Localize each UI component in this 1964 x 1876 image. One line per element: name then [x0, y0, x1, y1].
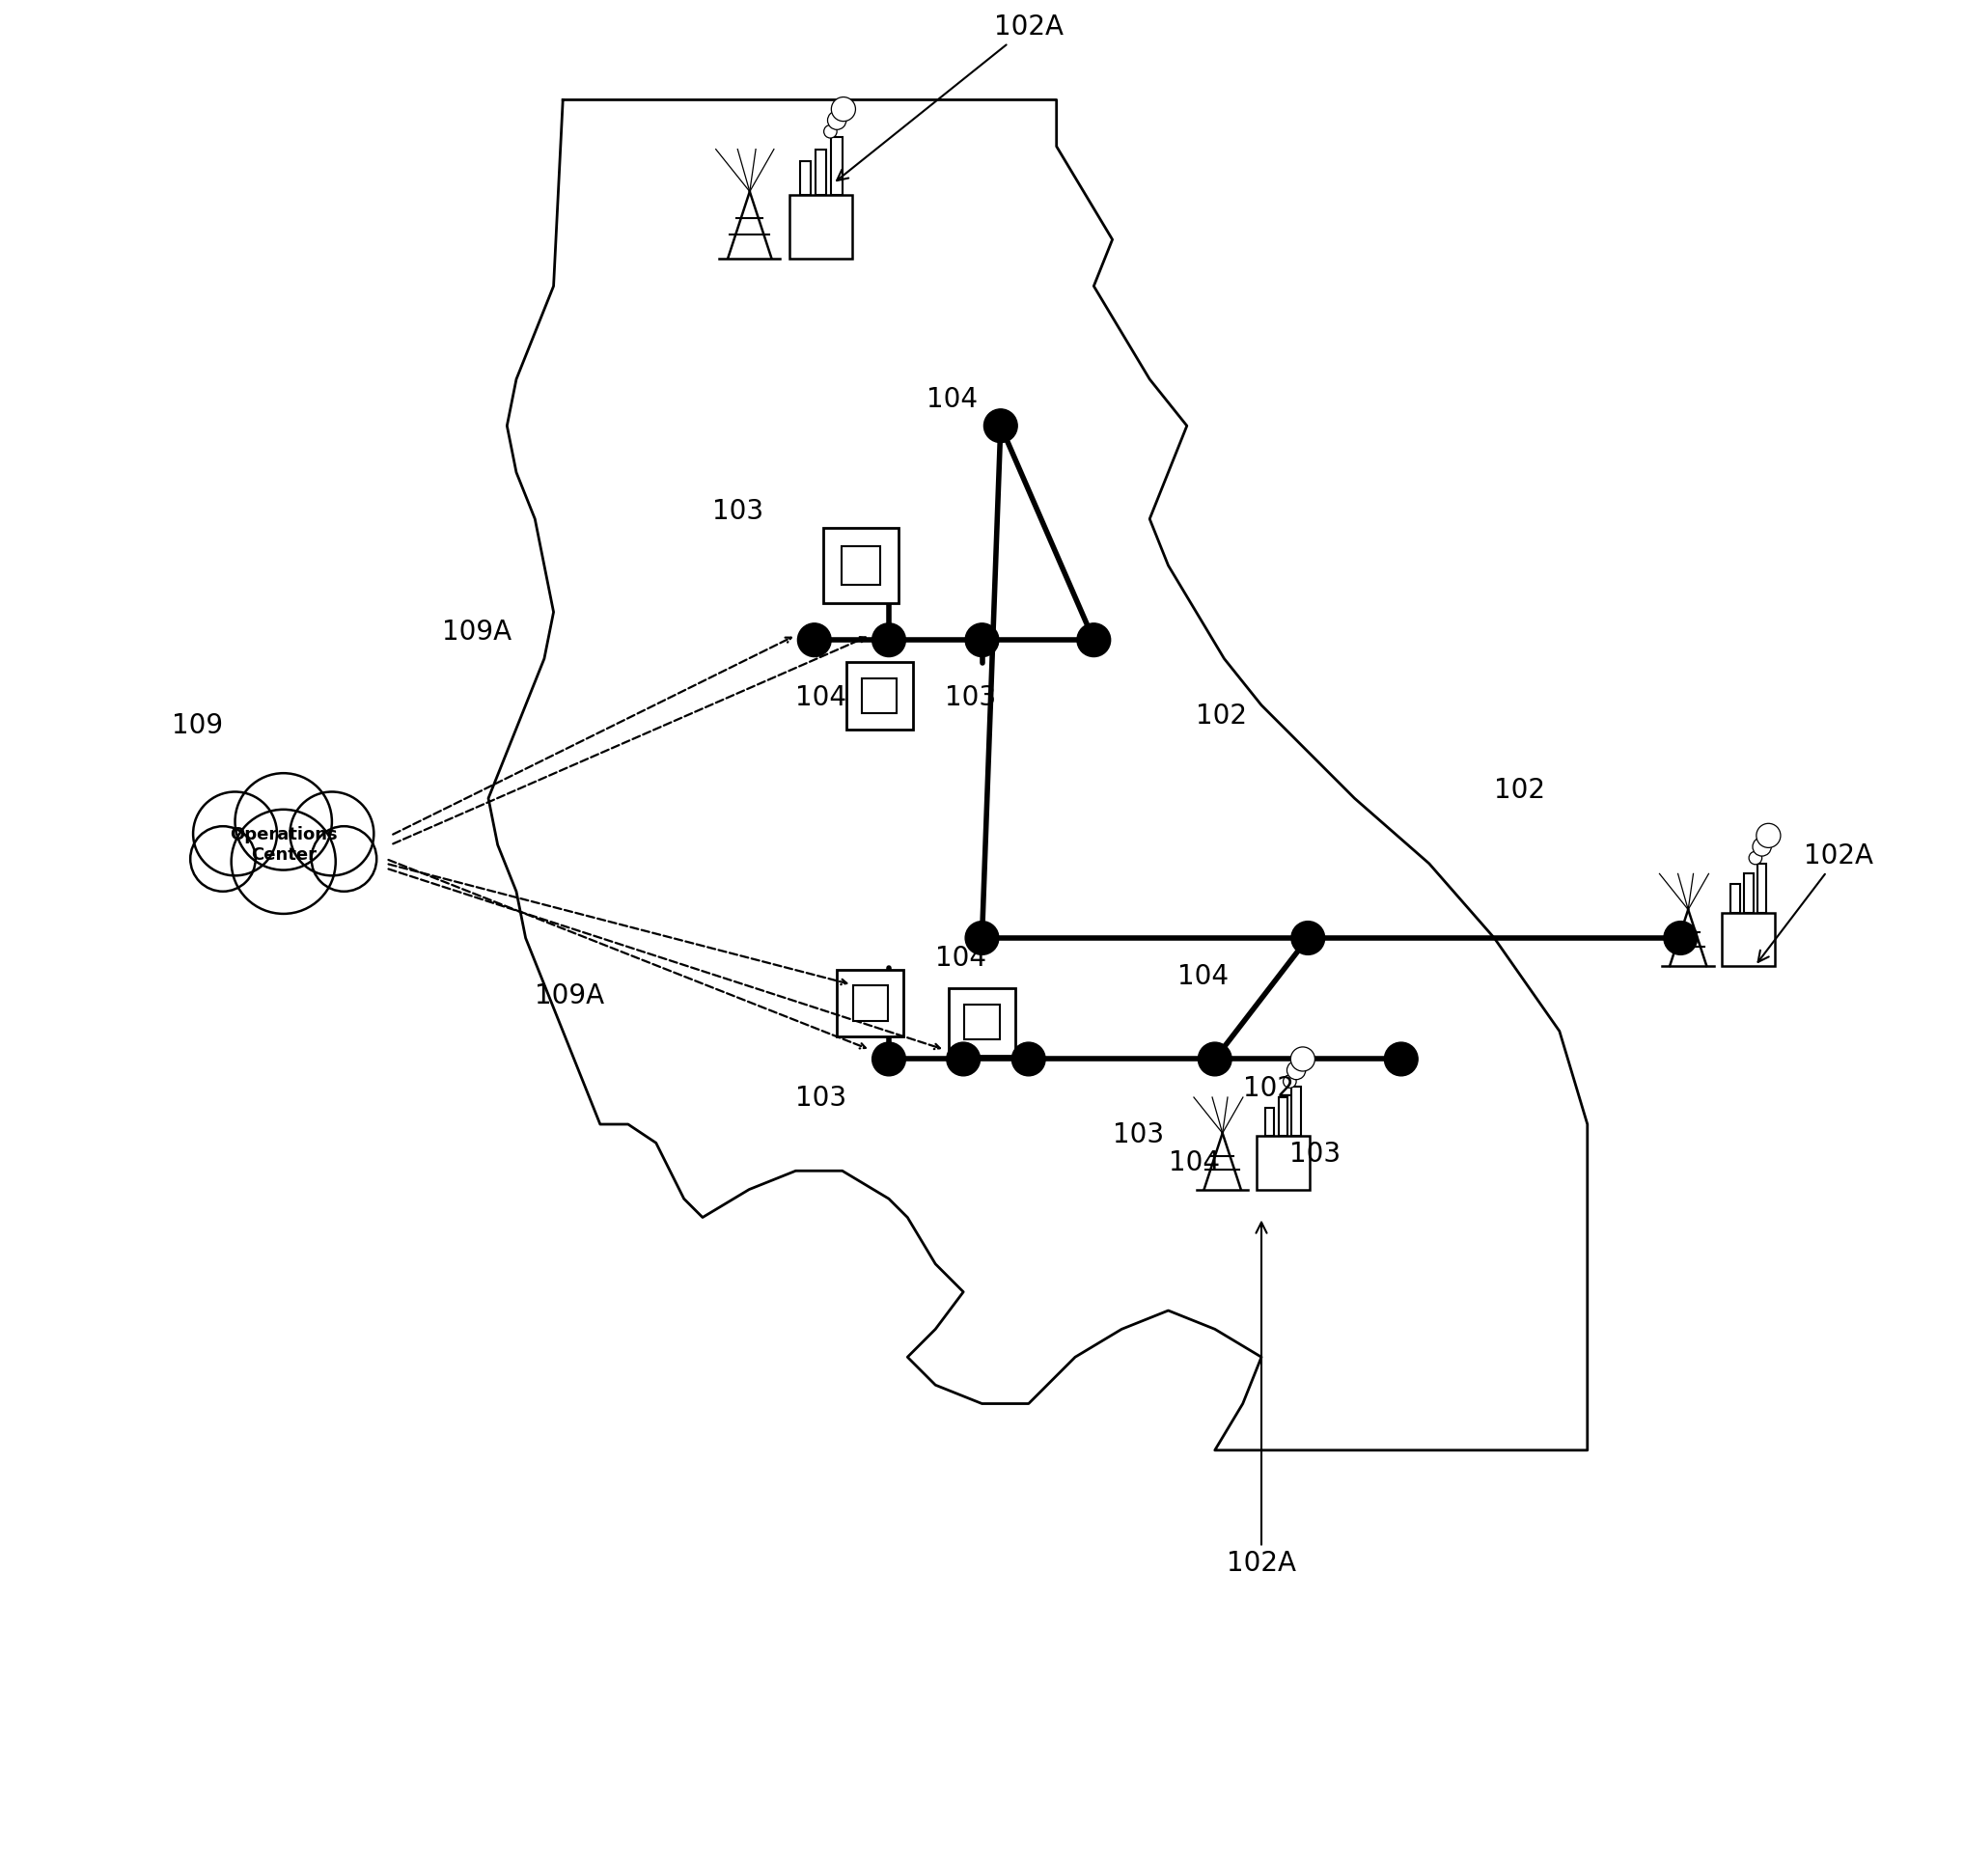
Circle shape [1748, 852, 1762, 865]
Circle shape [312, 825, 377, 891]
Bar [790, 195, 852, 259]
Circle shape [823, 126, 837, 139]
Circle shape [291, 792, 373, 876]
Circle shape [964, 921, 1000, 955]
Bar [831, 137, 843, 195]
Text: Operations
Center: Operations Center [230, 825, 338, 863]
Circle shape [1756, 824, 1781, 848]
Circle shape [872, 1043, 905, 1075]
Text: 109A: 109A [534, 981, 605, 1009]
Bar [815, 150, 827, 195]
Text: 104: 104 [927, 386, 978, 413]
Text: 103: 103 [1288, 1141, 1341, 1167]
Bar [852, 985, 888, 1021]
Circle shape [1076, 623, 1110, 657]
Text: 109: 109 [171, 711, 224, 739]
Bar [1265, 1107, 1275, 1137]
Text: 104: 104 [1178, 964, 1229, 991]
Text: 104: 104 [1169, 1150, 1220, 1176]
Circle shape [1286, 1062, 1306, 1079]
Text: 104: 104 [795, 685, 846, 711]
Circle shape [1282, 1075, 1296, 1088]
Text: 103: 103 [1112, 1122, 1163, 1148]
Text: 104: 104 [935, 946, 986, 972]
Circle shape [236, 773, 332, 870]
Bar [1722, 912, 1775, 966]
Bar [837, 970, 903, 1037]
Text: 102A: 102A [837, 13, 1063, 180]
Circle shape [191, 825, 255, 891]
Circle shape [1011, 1043, 1045, 1075]
Bar [841, 546, 880, 585]
Bar [1758, 863, 1766, 912]
Circle shape [1290, 1047, 1314, 1071]
Bar [862, 679, 898, 713]
Circle shape [831, 98, 856, 122]
Circle shape [232, 809, 336, 914]
Text: 102: 102 [1243, 1075, 1294, 1101]
Circle shape [192, 792, 277, 876]
Circle shape [1290, 921, 1326, 955]
Text: 103: 103 [945, 685, 996, 711]
Bar [823, 529, 898, 602]
Bar [846, 662, 913, 730]
Bar [1292, 1086, 1300, 1137]
Circle shape [1385, 1043, 1418, 1075]
Bar [964, 1004, 1000, 1039]
Bar [949, 989, 1015, 1056]
Text: 102: 102 [1196, 704, 1247, 730]
Bar [1257, 1137, 1310, 1189]
Bar [1279, 1097, 1288, 1137]
Bar [799, 161, 811, 195]
Circle shape [1664, 921, 1697, 955]
Circle shape [827, 111, 846, 129]
Circle shape [964, 623, 1000, 657]
Circle shape [1752, 837, 1772, 855]
Bar [1730, 884, 1740, 912]
Text: 103: 103 [795, 1084, 846, 1111]
Polygon shape [489, 99, 1587, 1450]
Text: 109A: 109A [442, 619, 511, 645]
Circle shape [1198, 1043, 1231, 1075]
Text: 103: 103 [711, 497, 764, 525]
Circle shape [872, 623, 905, 657]
Text: 102A: 102A [1758, 842, 1874, 962]
Text: 102A: 102A [1228, 1223, 1296, 1578]
Bar [1744, 874, 1754, 912]
Text: 102: 102 [1495, 777, 1546, 805]
Circle shape [947, 1043, 980, 1075]
Circle shape [984, 409, 1017, 443]
Circle shape [797, 623, 831, 657]
